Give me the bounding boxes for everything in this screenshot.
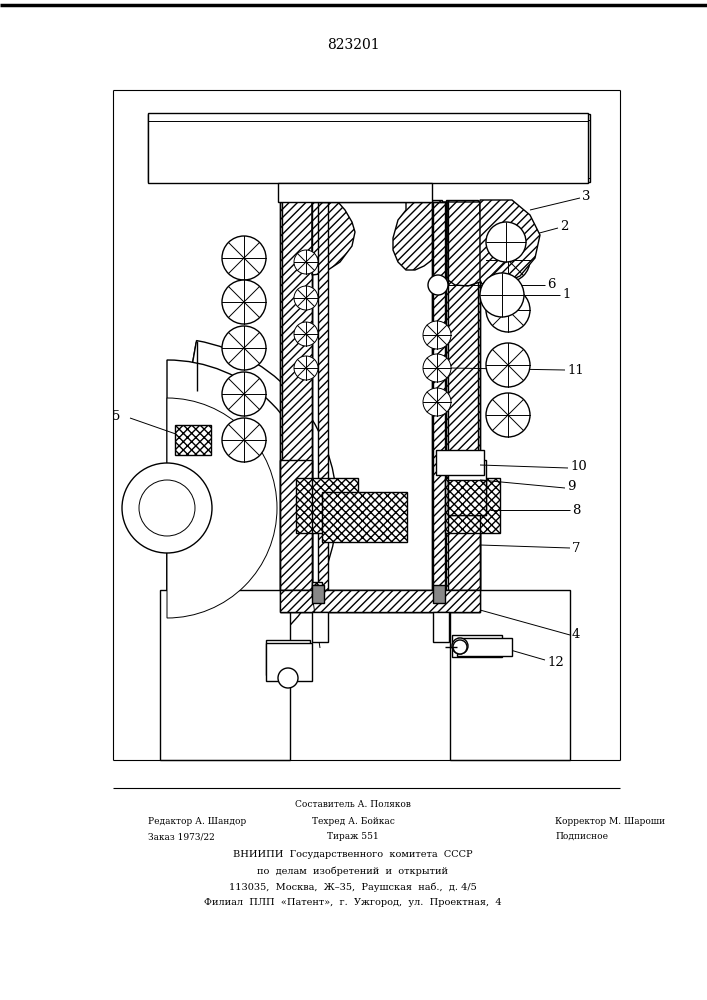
- Bar: [318, 202, 328, 592]
- Circle shape: [294, 356, 318, 380]
- Text: Подписное: Подписное: [555, 832, 608, 841]
- Polygon shape: [312, 202, 355, 275]
- Text: 823201: 823201: [327, 38, 380, 52]
- Bar: [296, 478, 358, 533]
- Circle shape: [122, 463, 212, 553]
- Bar: [266, 643, 312, 681]
- Text: 6: 6: [547, 278, 556, 292]
- Polygon shape: [148, 113, 588, 183]
- Bar: [282, 200, 312, 590]
- Bar: [448, 460, 480, 590]
- Bar: [280, 590, 480, 612]
- Circle shape: [139, 480, 195, 536]
- Bar: [433, 585, 445, 603]
- Polygon shape: [480, 200, 540, 284]
- Polygon shape: [445, 460, 480, 590]
- Bar: [452, 635, 502, 657]
- Circle shape: [486, 393, 530, 437]
- Text: 4: 4: [572, 629, 580, 642]
- Text: 11: 11: [567, 363, 584, 376]
- Text: 113035,  Москва,  Ж–35,  Раушская  наб.,  д. 4/5: 113035, Москва, Ж–35, Раушская наб., д. …: [229, 882, 477, 892]
- Bar: [457, 638, 512, 656]
- Text: Корректор М. Шароши: Корректор М. Шароши: [555, 817, 665, 826]
- Circle shape: [423, 354, 451, 382]
- Circle shape: [222, 326, 266, 370]
- Circle shape: [428, 275, 448, 295]
- Bar: [432, 202, 446, 592]
- Bar: [445, 478, 500, 533]
- Text: 2: 2: [560, 220, 568, 232]
- Wedge shape: [167, 360, 315, 656]
- Bar: [266, 640, 310, 675]
- Circle shape: [222, 280, 266, 324]
- Text: 5: 5: [112, 410, 120, 422]
- Circle shape: [294, 250, 318, 274]
- Text: Техред А. Бойкас: Техред А. Бойкас: [312, 817, 395, 826]
- Bar: [312, 612, 328, 642]
- Polygon shape: [148, 114, 590, 182]
- Text: 7: 7: [572, 542, 580, 554]
- Circle shape: [423, 321, 451, 349]
- Circle shape: [222, 418, 266, 462]
- Circle shape: [222, 236, 266, 280]
- Polygon shape: [280, 460, 312, 590]
- Text: Тираж 551: Тираж 551: [327, 832, 379, 841]
- Circle shape: [453, 640, 467, 654]
- Text: 8: 8: [572, 504, 580, 516]
- Circle shape: [222, 372, 266, 416]
- Circle shape: [486, 343, 530, 387]
- Polygon shape: [448, 202, 500, 286]
- Bar: [433, 612, 449, 642]
- Text: Редактор А. Шандор: Редактор А. Шандор: [148, 817, 246, 826]
- Circle shape: [480, 273, 524, 317]
- Bar: [278, 183, 432, 202]
- Text: 13: 13: [293, 654, 310, 666]
- Bar: [446, 200, 478, 590]
- Bar: [175, 425, 211, 455]
- Wedge shape: [167, 398, 277, 618]
- Circle shape: [294, 322, 318, 346]
- Bar: [322, 492, 407, 542]
- Bar: [432, 200, 442, 590]
- Bar: [280, 460, 312, 590]
- Wedge shape: [167, 343, 335, 673]
- Circle shape: [486, 238, 530, 282]
- Text: 1: 1: [562, 288, 571, 302]
- Polygon shape: [393, 202, 448, 270]
- Bar: [312, 582, 322, 598]
- Text: 10: 10: [570, 460, 587, 474]
- Text: Филиал  ПЛП  «Патент»,  г.  Ужгород,  ул.  Проектная,  4: Филиал ПЛП «Патент», г. Ужгород, ул. Про…: [204, 898, 502, 907]
- Text: 3: 3: [582, 190, 590, 202]
- Circle shape: [423, 388, 451, 416]
- Circle shape: [294, 286, 318, 310]
- Circle shape: [278, 668, 298, 688]
- Circle shape: [452, 638, 468, 654]
- Bar: [280, 182, 425, 200]
- Bar: [448, 480, 486, 515]
- Bar: [280, 202, 312, 590]
- Polygon shape: [160, 590, 290, 760]
- Text: ВНИИПИ  Государственного  комитета  СССР: ВНИИПИ Государственного комитета СССР: [233, 850, 473, 859]
- Bar: [448, 202, 480, 590]
- Text: Заказ 1973/22: Заказ 1973/22: [148, 832, 215, 841]
- Bar: [280, 590, 480, 612]
- Polygon shape: [450, 590, 570, 760]
- Bar: [436, 450, 484, 475]
- Wedge shape: [167, 341, 337, 678]
- Bar: [448, 460, 486, 515]
- Text: Составитель А. Поляков: Составитель А. Поляков: [295, 800, 411, 809]
- Circle shape: [486, 222, 526, 262]
- Text: 12: 12: [547, 656, 563, 668]
- Bar: [312, 585, 324, 603]
- Circle shape: [486, 288, 530, 332]
- Text: 9: 9: [567, 481, 575, 493]
- Text: по  делам  изобретений  и  открытий: по делам изобретений и открытий: [257, 866, 448, 876]
